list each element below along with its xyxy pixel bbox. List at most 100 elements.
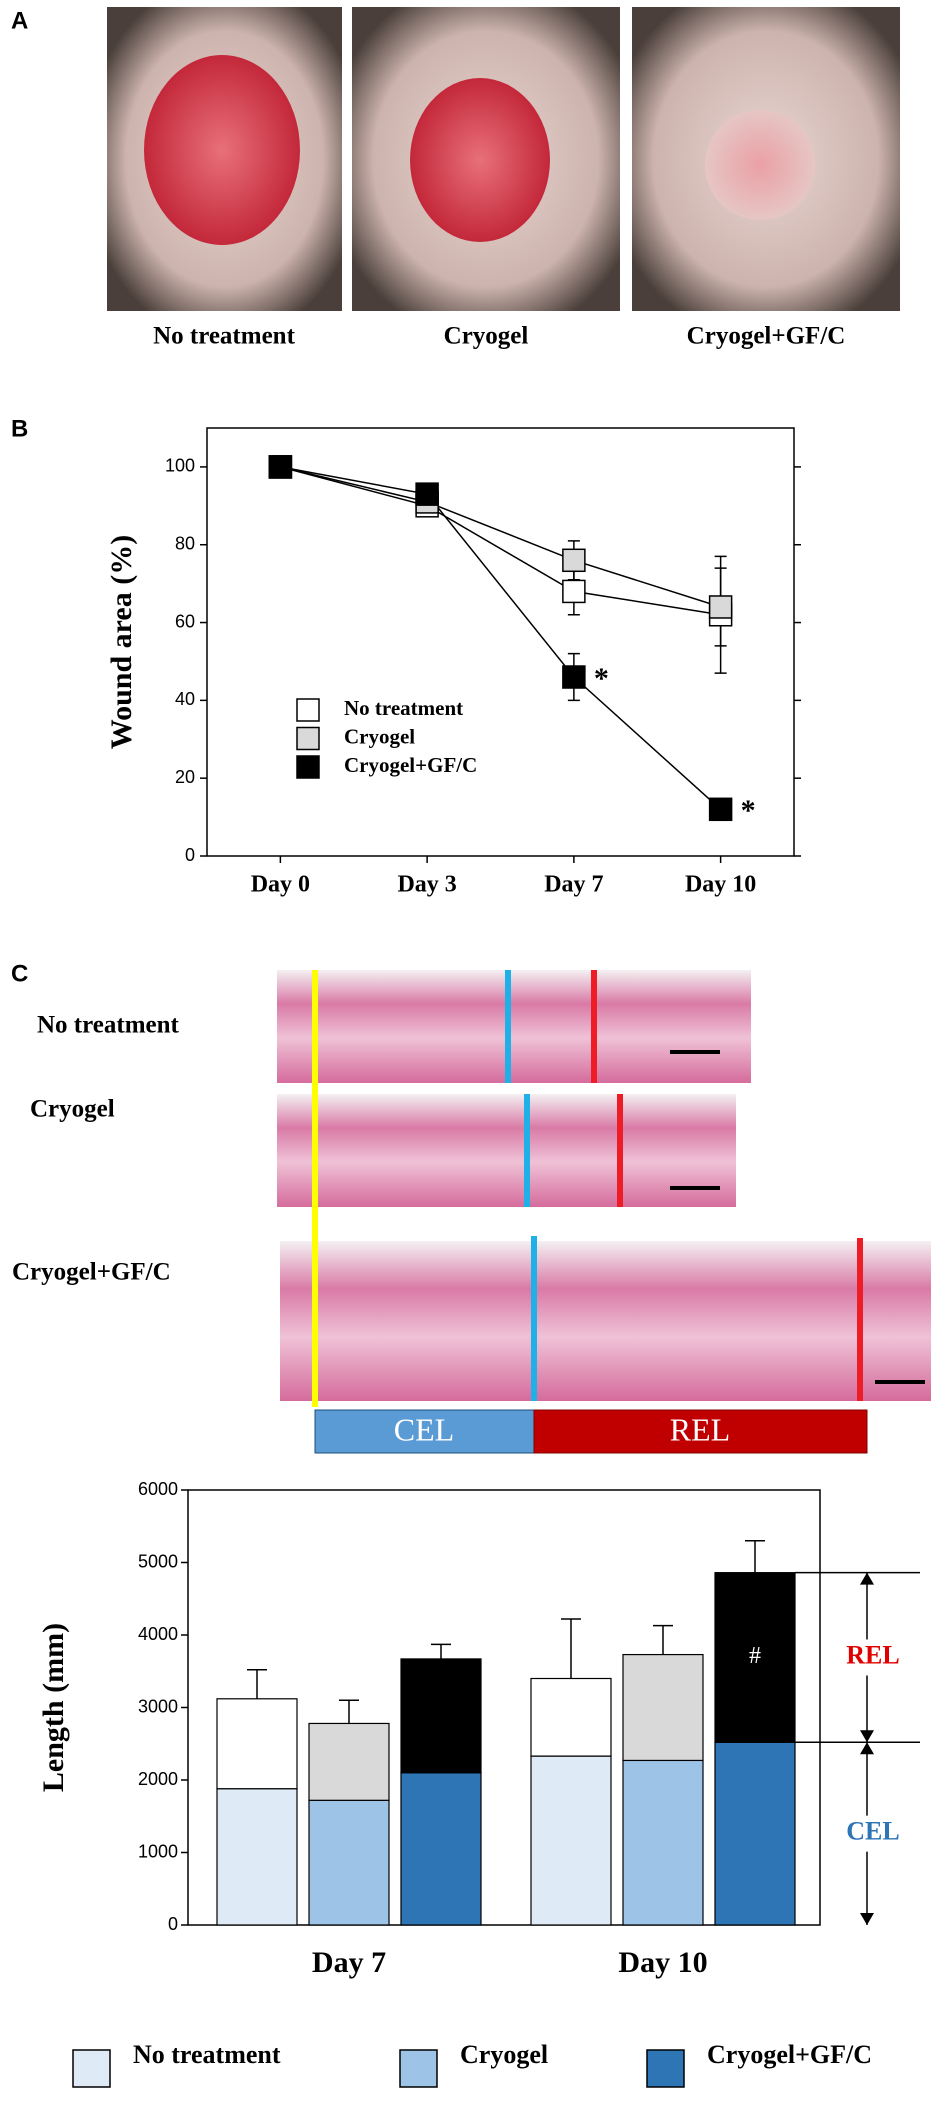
arrow-head xyxy=(860,1730,874,1743)
photo-caption: Cryogel+GF/C xyxy=(687,323,846,350)
error-bar xyxy=(561,1618,581,1679)
x-tick-label: Day 7 xyxy=(312,1946,386,1979)
bar-segment xyxy=(216,1698,298,1790)
legend-swatch xyxy=(646,2049,685,2088)
marker xyxy=(708,595,733,619)
cel-line xyxy=(531,1236,537,1401)
y-tick-label: 5000 xyxy=(138,1551,178,1571)
cel-line xyxy=(505,970,511,1083)
wound xyxy=(144,55,300,245)
legend-label: No treatment xyxy=(133,2040,281,2069)
y-tick-label: 100 xyxy=(165,456,195,476)
bar-segment xyxy=(622,1653,704,1762)
photo-caption: No treatment xyxy=(153,323,296,350)
scale-bar xyxy=(875,1380,925,1384)
row-label: No treatment xyxy=(37,1012,180,1039)
bar-segment xyxy=(308,1722,390,1801)
panel-label: A xyxy=(11,7,28,34)
rel-line xyxy=(857,1238,863,1401)
bar-segment xyxy=(714,1741,796,1926)
histology-image xyxy=(280,1241,931,1401)
y-tick-label: 60 xyxy=(175,611,195,631)
arrow-head xyxy=(860,1913,874,1925)
row-label: Cryogel xyxy=(30,1096,115,1123)
histology: CEL REL No treatment Cryogel Cryogel+GF/… xyxy=(12,970,931,1454)
x-tick-label: Day 10 xyxy=(685,872,756,898)
bar-segment xyxy=(714,1572,796,1743)
marker xyxy=(268,455,293,479)
legend-label: No treatment xyxy=(344,696,463,720)
legend-swatch xyxy=(399,2049,438,2088)
legend-swatch xyxy=(296,755,320,779)
y-tick-label: 0 xyxy=(185,845,195,865)
arrow-head xyxy=(860,1572,874,1585)
marker xyxy=(562,548,586,573)
y-tick-label: 6000 xyxy=(138,1479,178,1499)
marker xyxy=(562,579,586,604)
x-tick-label: Day 7 xyxy=(544,872,603,898)
series-line xyxy=(280,466,722,810)
wound-edge-line xyxy=(312,970,318,1407)
scale-bar xyxy=(670,1050,720,1054)
legend-swatch xyxy=(296,726,320,751)
x-tick-label: Day 3 xyxy=(397,872,456,898)
legend-label: Cryogel+GF/C xyxy=(344,753,477,777)
photo-caption: Cryogel xyxy=(444,323,529,350)
x-tick-label: Day 10 xyxy=(618,1946,707,1979)
significance-mark: * xyxy=(594,662,609,695)
y-axis-title: Wound area (%) xyxy=(105,535,138,749)
legend-swatch xyxy=(72,2049,111,2088)
bar-segment xyxy=(530,1755,612,1926)
marker xyxy=(415,482,439,506)
legend-label: Cryogel xyxy=(460,2040,548,2069)
bar-segment xyxy=(530,1677,612,1757)
segment-label: REL xyxy=(846,1640,899,1669)
rel-band xyxy=(533,1409,868,1454)
arrow-head xyxy=(860,1742,874,1755)
scale-bar xyxy=(670,1186,720,1190)
error-bar xyxy=(653,1624,673,1655)
band-label: CEL xyxy=(394,1411,454,1447)
photos xyxy=(107,7,900,311)
error-bar xyxy=(247,1669,267,1699)
x-tick-label: Day 0 xyxy=(251,872,310,898)
panel-label: B xyxy=(11,415,28,442)
histology-image xyxy=(277,1094,736,1207)
bar-segment xyxy=(216,1788,298,1926)
wound xyxy=(410,78,550,242)
panel-label: C xyxy=(11,960,28,987)
y-tick-label: 0 xyxy=(168,1914,178,1934)
rel-line xyxy=(591,970,597,1083)
y-tick-label: 80 xyxy=(175,533,195,553)
bar-segment xyxy=(308,1799,390,1926)
marker xyxy=(708,797,733,822)
cel-line xyxy=(524,1094,530,1207)
y-tick-label: 40 xyxy=(175,689,195,709)
plot-frame xyxy=(206,427,795,857)
segment-label: CEL xyxy=(846,1817,899,1846)
error-bar xyxy=(745,1540,765,1573)
marker xyxy=(562,665,586,689)
y-tick-label: 1000 xyxy=(138,1841,178,1861)
band-label: REL xyxy=(670,1411,730,1447)
legend-label: Cryogel xyxy=(344,724,415,748)
y-tick-label: 3000 xyxy=(138,1696,178,1716)
bar-segment xyxy=(400,1658,482,1774)
significance-mark: # xyxy=(749,1643,761,1669)
rel-line xyxy=(617,1094,623,1207)
series-line xyxy=(280,466,721,616)
y-tick-label: 4000 xyxy=(138,1624,178,1644)
error-bar xyxy=(339,1699,359,1724)
bar-segment xyxy=(622,1759,704,1926)
error-bar xyxy=(431,1643,451,1659)
series-line xyxy=(280,466,721,608)
bar-segment xyxy=(400,1772,482,1926)
label-backdrop xyxy=(837,1815,897,1852)
legend-label: Cryogel+GF/C xyxy=(707,2040,872,2069)
label-backdrop xyxy=(837,1639,897,1676)
y-tick-label: 2000 xyxy=(138,1769,178,1789)
wound xyxy=(705,110,815,220)
y-tick-label: 20 xyxy=(175,767,195,787)
legend-swatch xyxy=(296,698,320,722)
